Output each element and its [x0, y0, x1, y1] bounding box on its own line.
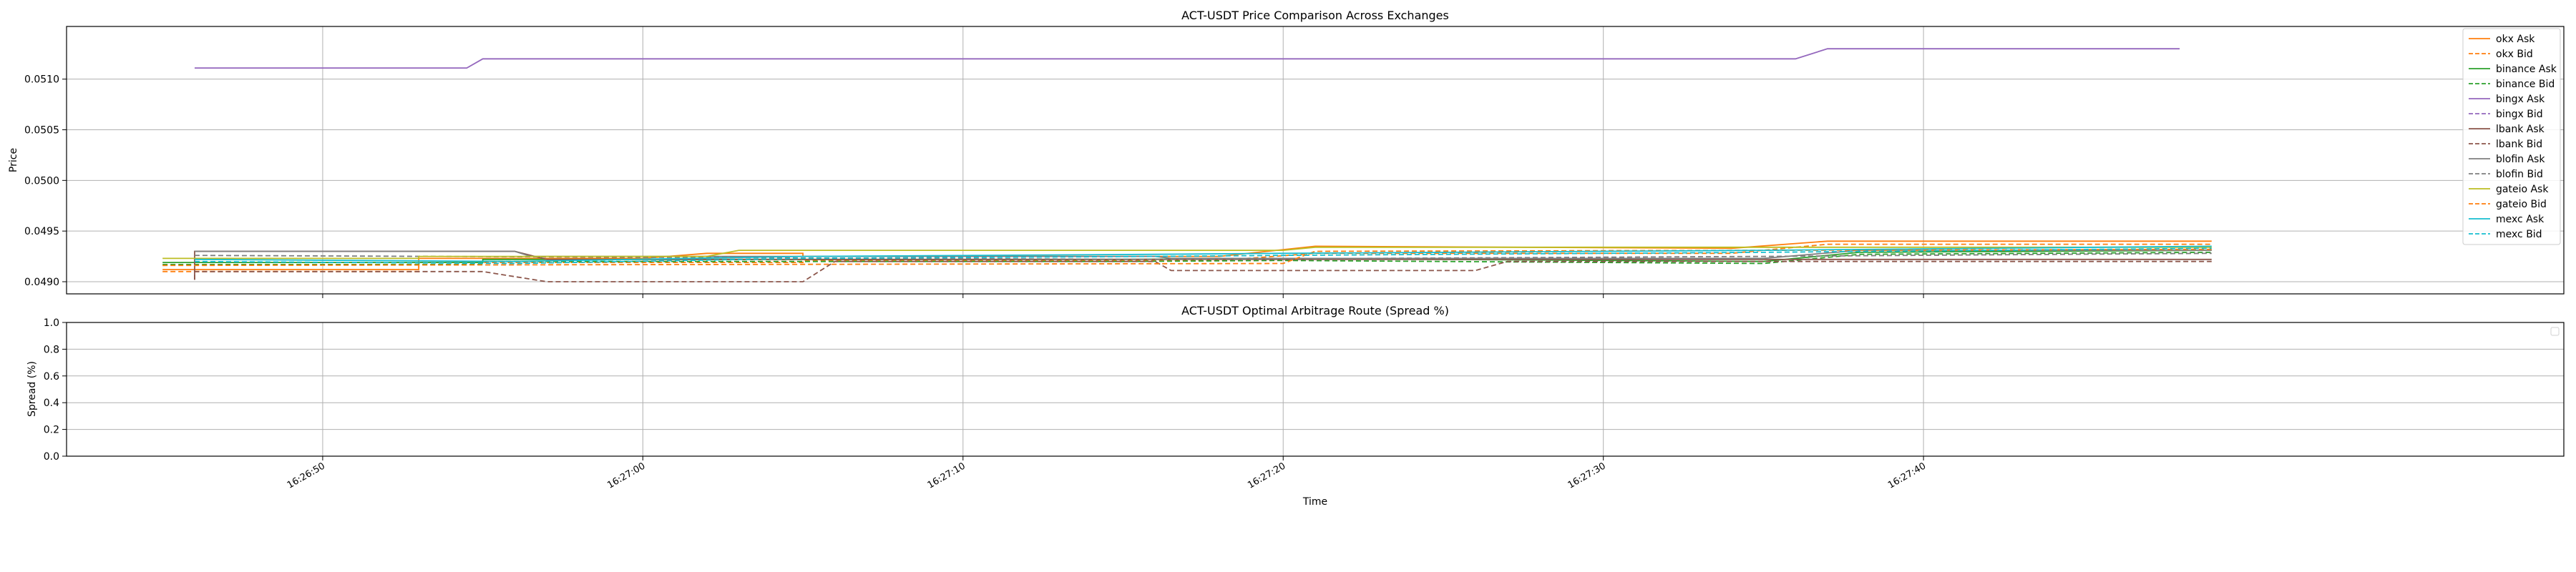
spread-chart-title: ACT-USDT Optimal Arbitrage Route (Spread…: [1181, 304, 1449, 317]
legend-entry: mexc Ask: [2496, 214, 2545, 225]
spread-empty-legend: [2550, 327, 2560, 336]
legend-entry: binance Ask: [2496, 64, 2557, 75]
series-line-gateio-bid: [162, 248, 2212, 267]
y-tick-label: 0.0510: [24, 74, 59, 86]
legend-entry: bingx Bid: [2496, 109, 2543, 120]
legend-entry: gateio Ask: [2496, 184, 2549, 195]
spread-plot-frame: [66, 322, 2565, 457]
spread-y-axis-label: Spread (%): [26, 361, 38, 417]
y-tick-label: 0.0500: [24, 175, 59, 187]
y-tick-label: 0.6: [44, 371, 59, 383]
spread-x-axis-label: Time: [1302, 496, 1327, 508]
legend-entry: okx Bid: [2496, 49, 2533, 60]
series-line-bingx-ask: [195, 48, 2180, 69]
legend-entry: gateio Bid: [2496, 199, 2547, 210]
price-series-lines: [162, 48, 2212, 282]
y-tick-label: 0.8: [44, 344, 59, 355]
price-y-axis-label: Price: [8, 148, 19, 172]
spread-y-ticks: 0.0 0.2 0.4 0.6 0.8 1.0: [44, 317, 67, 463]
price-legend: okx Ask okx Bid binance Ask binance Bid bing…: [2462, 28, 2561, 245]
legend-entry: mexc Bid: [2496, 229, 2542, 240]
series-line-okx-bid: [162, 243, 2212, 272]
series-line-blofin-bid: [194, 252, 2212, 260]
series-line-mexc-ask: [194, 245, 2212, 262]
y-tick-label: 0.0505: [24, 125, 59, 137]
legend-entry: binance Bid: [2496, 79, 2555, 90]
series-line-binance-bid: [162, 252, 2212, 265]
y-tick-label: 1.0: [44, 317, 59, 329]
legend-entry: okx Ask: [2496, 34, 2535, 45]
legend-box: [2462, 28, 2561, 245]
legend-entry: blofin Bid: [2496, 169, 2543, 180]
price-chart-title: ACT-USDT Price Comparison Across Exchang…: [1181, 9, 1449, 22]
series-line-gateio-ask: [162, 246, 2212, 260]
price-grid: [67, 26, 2564, 294]
series-line-lbank-bid: [194, 260, 2212, 282]
price-comparison-panel: ACT-USDT Price Comparison Across Exchang…: [8, 9, 2565, 298]
price-y-ticks: 0.0490 0.0495 0.0500 0.0505 0.0510: [24, 74, 67, 288]
y-tick-label: 0.0: [44, 451, 59, 463]
price-plot-frame: [66, 26, 2565, 295]
series-line-mexc-bid: [194, 247, 2212, 265]
price-x-ticks: [322, 294, 1924, 298]
legend-entry: lbank Ask: [2496, 124, 2545, 135]
legend-entry: bingx Ask: [2496, 94, 2545, 105]
y-tick-label: 0.4: [44, 398, 59, 409]
y-tick-label: 0.0495: [24, 226, 59, 237]
legend-entry: lbank Bid: [2496, 139, 2542, 150]
legend-entry: blofin Ask: [2496, 154, 2545, 165]
y-tick-label: 0.0490: [24, 277, 59, 288]
y-tick-label: 0.2: [44, 425, 59, 436]
